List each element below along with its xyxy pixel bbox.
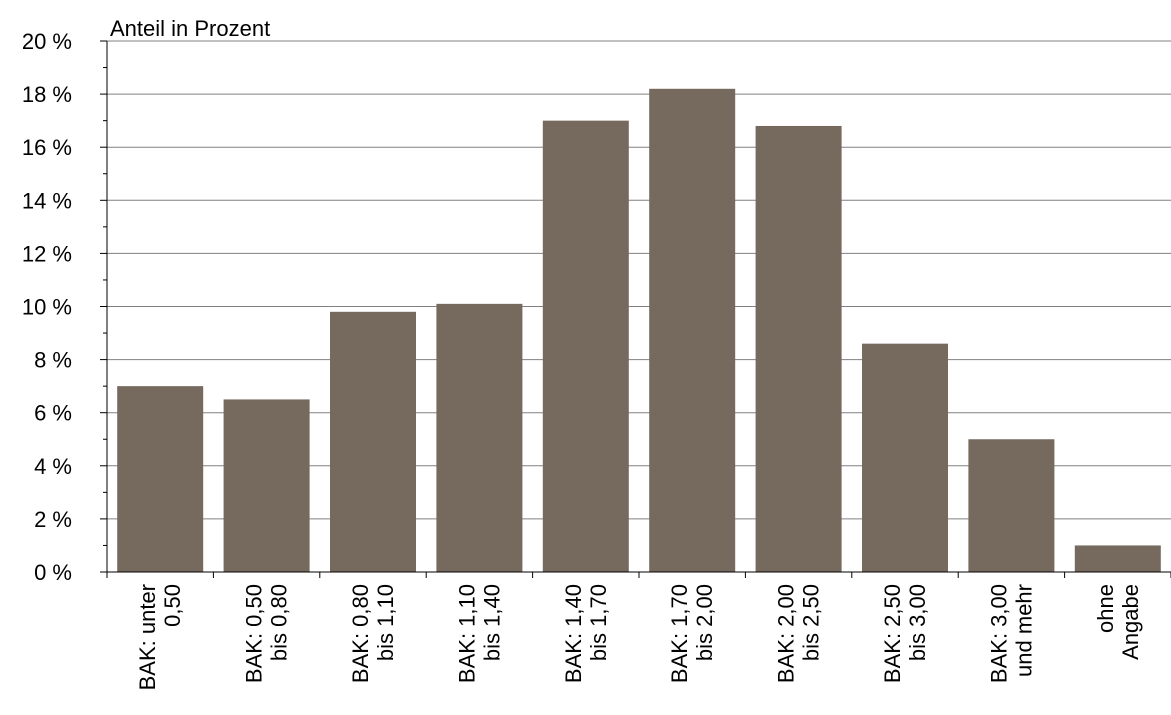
x-tick-label-line: bis 2,50 [799, 584, 824, 661]
y-tick-label: 0 % [34, 560, 72, 585]
y-tick-label: 4 % [34, 454, 72, 479]
y-tick-label: 18 % [22, 82, 72, 107]
axes [100, 40, 1171, 578]
x-tick-label-line: BAK: 1,70 [667, 584, 692, 683]
y-axis-title: Anteil in Prozent [110, 16, 270, 41]
x-tick-label-line: BAK: 2,00 [774, 584, 799, 683]
x-tick-label-line: 0,50 [160, 584, 185, 627]
bar [117, 386, 204, 572]
bar [968, 439, 1055, 572]
y-tick-labels: 0 % 2 % 4 % 6 % 8 % 10 % 12 % 14 % 16 % 18 % 20 % [22, 29, 72, 585]
bar [649, 88, 736, 572]
bar [542, 120, 629, 573]
y-tick-label: 8 % [34, 348, 72, 373]
x-tick-label: BAK: 2,50 bis 3,00 [880, 584, 930, 683]
bar [755, 125, 842, 573]
x-tick-label-line: ohne [1093, 584, 1118, 633]
x-tick-label-line: BAK: 0,50 [242, 584, 267, 683]
x-tick-label-line: bis 1,10 [373, 584, 398, 661]
x-tick-label-line: Angabe [1118, 584, 1143, 660]
bar [436, 303, 523, 572]
x-tick-label-line: BAK: 1,40 [561, 584, 586, 683]
x-tick-label: BAK: 0,80 bis 1,10 [348, 584, 398, 683]
x-tick-label-line: BAK: 3,00 [986, 584, 1011, 683]
x-tick-labels: BAK: unter 0,50 BAK: 0,50 bis 0,80 BAK: 0,80… [135, 584, 1143, 690]
x-tick-label: BAK: 2,00 bis 2,50 [774, 584, 824, 683]
x-tick-label-line: bis 0,80 [267, 584, 292, 661]
x-tick-label: BAK: 1,70 bis 2,00 [667, 584, 717, 683]
x-tick-label-line: BAK: unter [135, 584, 160, 690]
x-tick-label-line: BAK: 2,50 [880, 584, 905, 683]
x-tick-label-line: bis 3,00 [905, 584, 930, 661]
bar [223, 399, 310, 572]
y-tick-label: 10 % [22, 295, 72, 320]
x-tick-label-line: bis 1,70 [586, 584, 611, 661]
y-tick-label: 14 % [22, 188, 72, 213]
x-tick-label: BAK: 0,50 bis 0,80 [242, 584, 292, 683]
y-tick-label: 12 % [22, 241, 72, 266]
x-tick-label: BAK: unter 0,50 [135, 584, 185, 690]
bar [1074, 545, 1161, 572]
x-tick-label-line: BAK: 0,80 [348, 584, 373, 683]
x-tick-label: BAK: 1,10 bis 1,40 [454, 584, 504, 683]
x-tick-label-line: bis 1,40 [479, 584, 504, 661]
x-tick-label: BAK: 1,40 bis 1,70 [561, 584, 611, 683]
x-tick-label: BAK: 3,00 und mehr [986, 584, 1036, 683]
bar [330, 311, 416, 572]
bar [862, 343, 948, 572]
y-tick-label: 20 % [22, 29, 72, 54]
x-tick-label: ohne Angabe [1093, 584, 1143, 660]
x-tick-label-line: BAK: 1,10 [454, 584, 479, 683]
y-tick-label: 6 % [34, 401, 72, 426]
x-tick-label-line: bis 2,00 [692, 584, 717, 661]
x-tick-label-line: und mehr [1011, 584, 1036, 677]
y-tick-label: 16 % [22, 135, 72, 160]
y-tick-label: 2 % [34, 507, 72, 532]
bars [117, 88, 1161, 573]
